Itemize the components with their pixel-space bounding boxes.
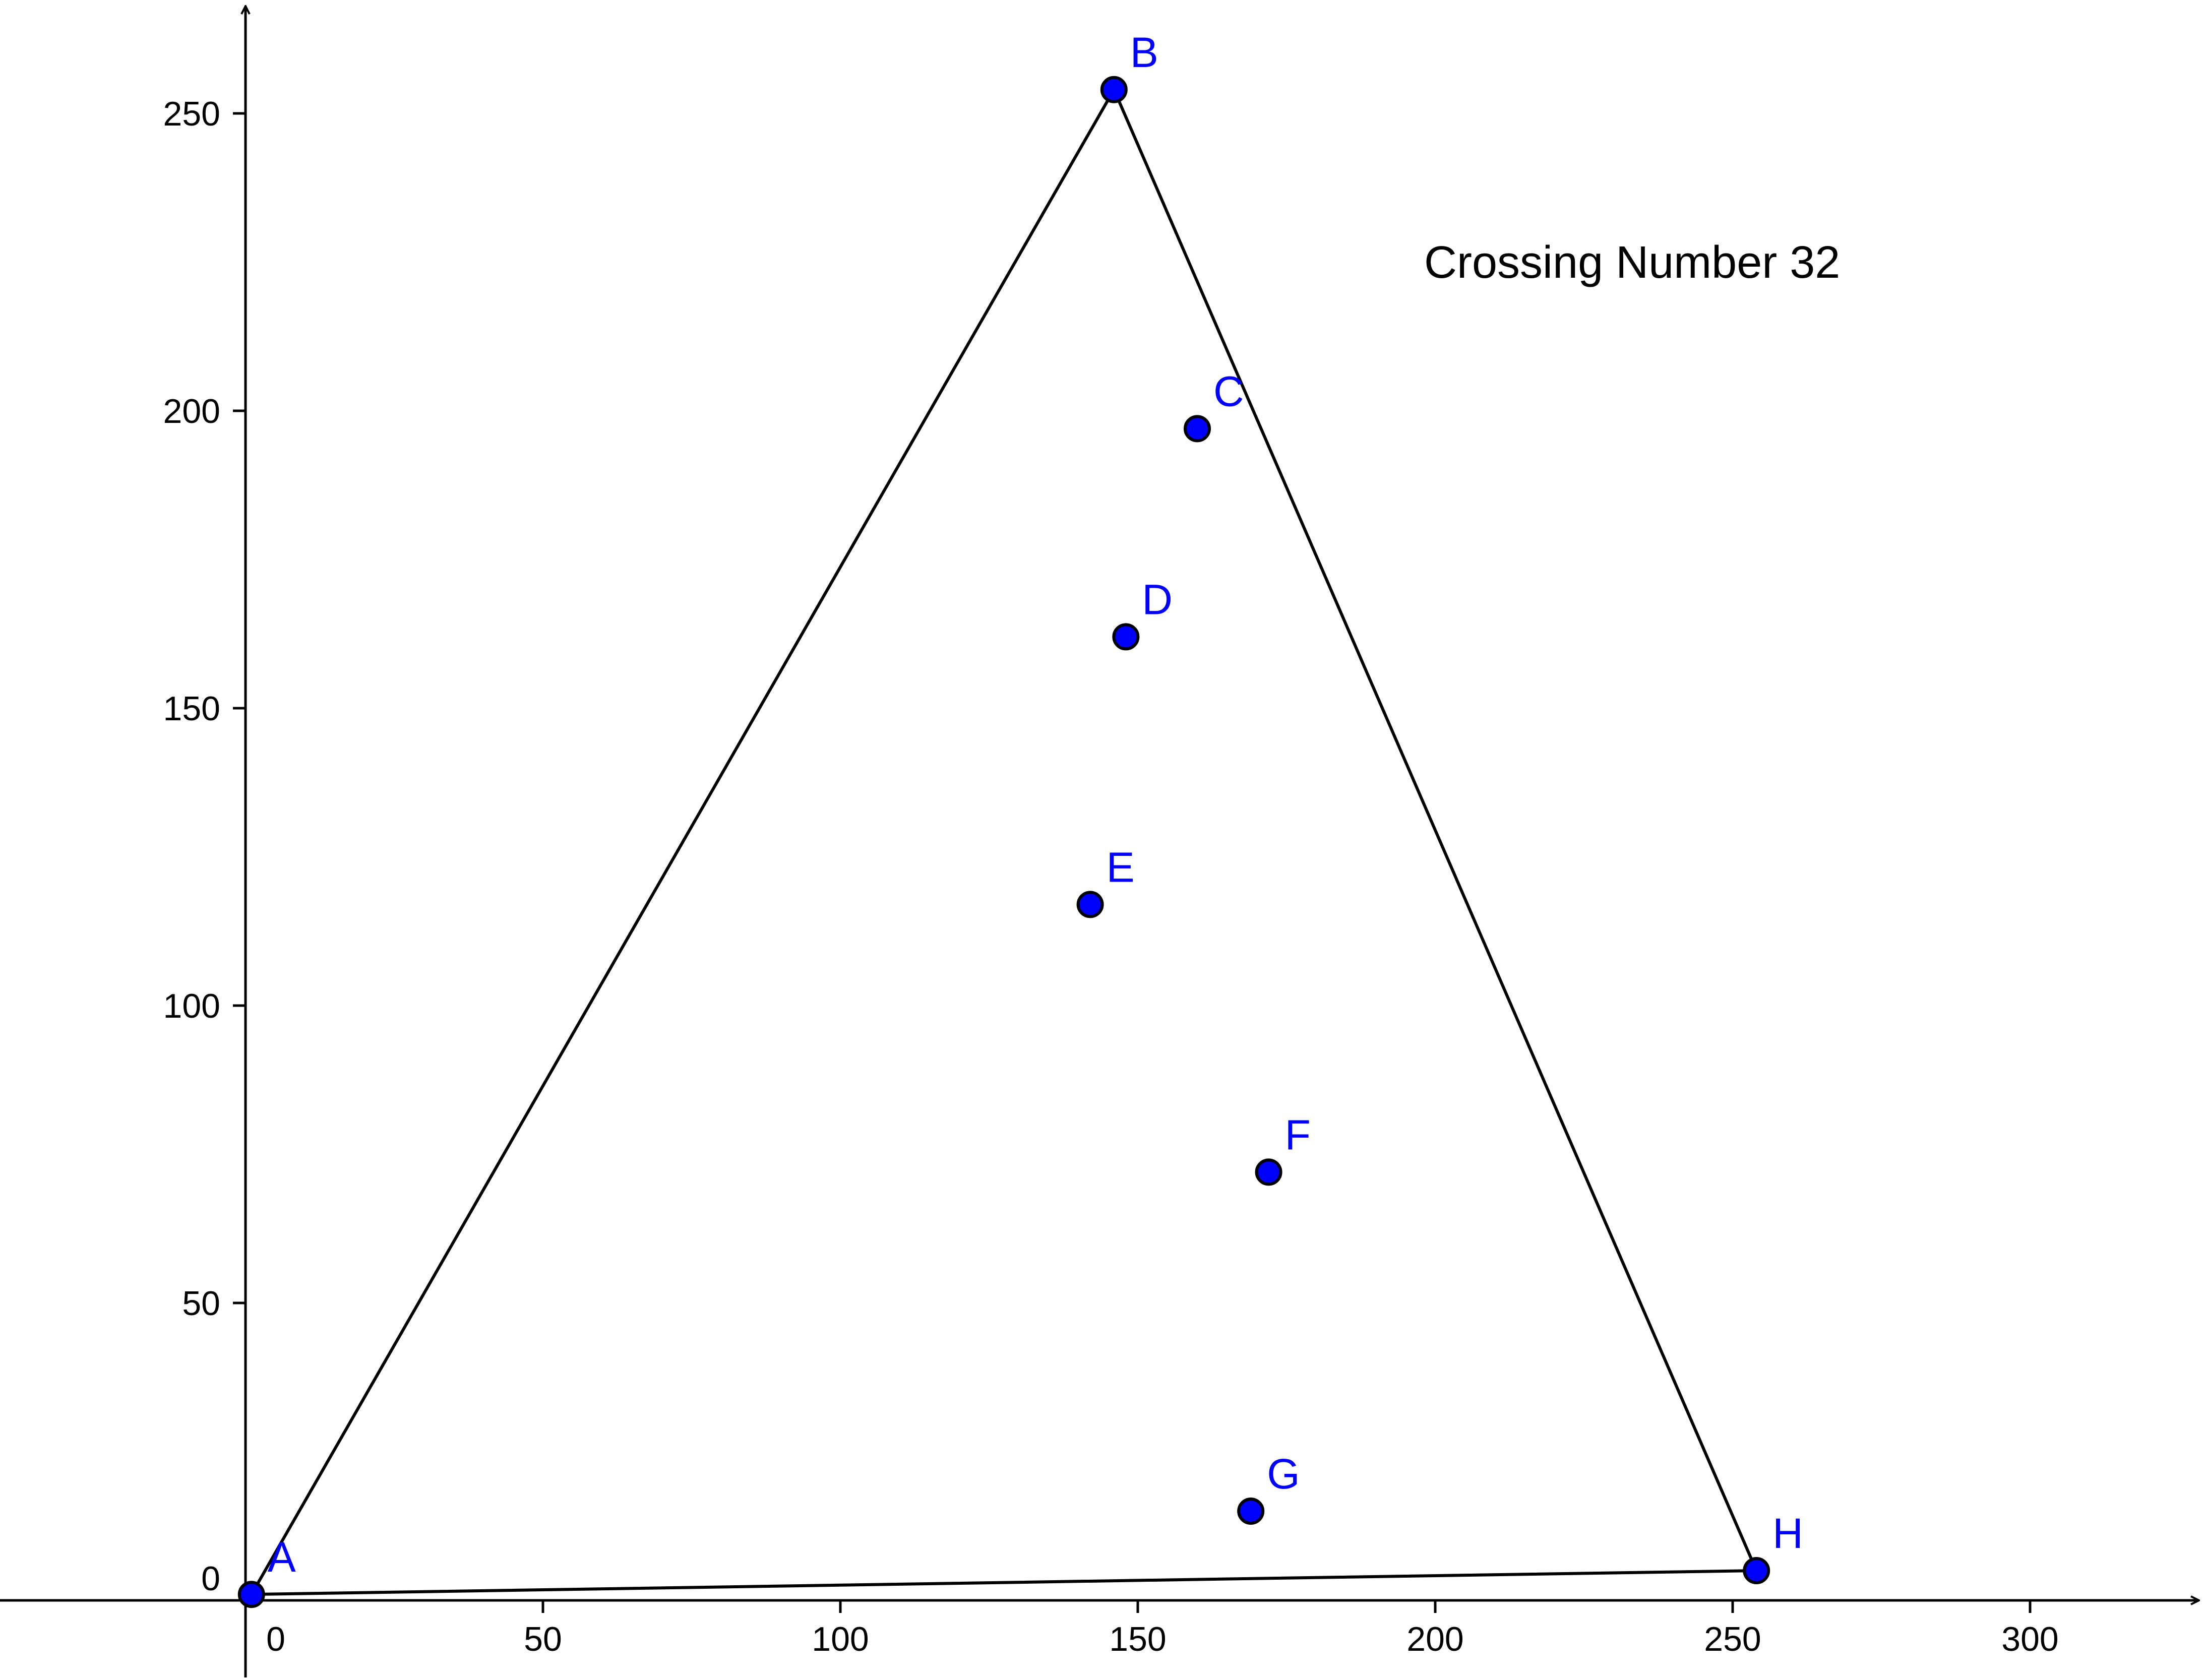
edge-a-b	[250, 88, 1116, 1596]
point-label: E	[1107, 843, 1135, 891]
y-tick-label: 0	[201, 1560, 220, 1598]
y-tick-label: 100	[163, 987, 220, 1025]
point-marker[interactable]	[1237, 1498, 1265, 1525]
point-marker[interactable]	[1743, 1557, 1770, 1584]
point-h[interactable]: H	[1743, 1510, 1803, 1584]
point-marker[interactable]	[1100, 76, 1128, 103]
point-d[interactable]: D	[1112, 576, 1173, 651]
point-label: C	[1213, 367, 1244, 415]
point-label: H	[1772, 1510, 1803, 1557]
axes: 0 50 100 150 200 250 300 0 50 100 150 200 250	[0, 6, 2199, 1677]
point-label: B	[1130, 29, 1158, 76]
point-label: F	[1285, 1111, 1311, 1158]
x-tick-label: 300	[2001, 1620, 2058, 1658]
y-tick-label: 250	[163, 95, 220, 133]
point-f[interactable]: F	[1255, 1111, 1311, 1186]
point-b[interactable]: B	[1100, 29, 1158, 103]
x-tick-label: 0	[266, 1620, 285, 1658]
x-tick-label: 50	[524, 1620, 562, 1658]
point-label: G	[1267, 1450, 1300, 1498]
point-g[interactable]: G	[1237, 1450, 1300, 1525]
point-marker[interactable]	[1184, 415, 1211, 443]
x-tick-label: 200	[1406, 1620, 1463, 1658]
point-label: A	[268, 1533, 296, 1581]
edge-b-h	[1112, 88, 1758, 1572]
point-marker[interactable]	[1112, 623, 1140, 651]
triangle-edges	[250, 88, 1758, 1596]
crossing-number-annotation: Crossing Number 32	[1424, 237, 1841, 288]
y-tick-label: 150	[163, 690, 220, 728]
point-marker[interactable]	[1076, 891, 1104, 918]
point-a[interactable]: A	[237, 1533, 296, 1608]
x-tick-label: 150	[1109, 1620, 1166, 1658]
y-tick-label: 200	[163, 392, 220, 430]
point-c[interactable]: C	[1184, 367, 1244, 443]
y-tick-label: 50	[182, 1284, 220, 1323]
point-marker[interactable]	[237, 1581, 265, 1608]
edge-h-a	[250, 1569, 1758, 1596]
x-tick-label: 250	[1704, 1620, 1761, 1658]
point-marker[interactable]	[1255, 1158, 1282, 1186]
points: A B C D E F G H	[237, 29, 1803, 1608]
x-tick-label: 100	[812, 1620, 869, 1658]
point-label: D	[1142, 576, 1173, 623]
point-e[interactable]: E	[1076, 843, 1135, 918]
